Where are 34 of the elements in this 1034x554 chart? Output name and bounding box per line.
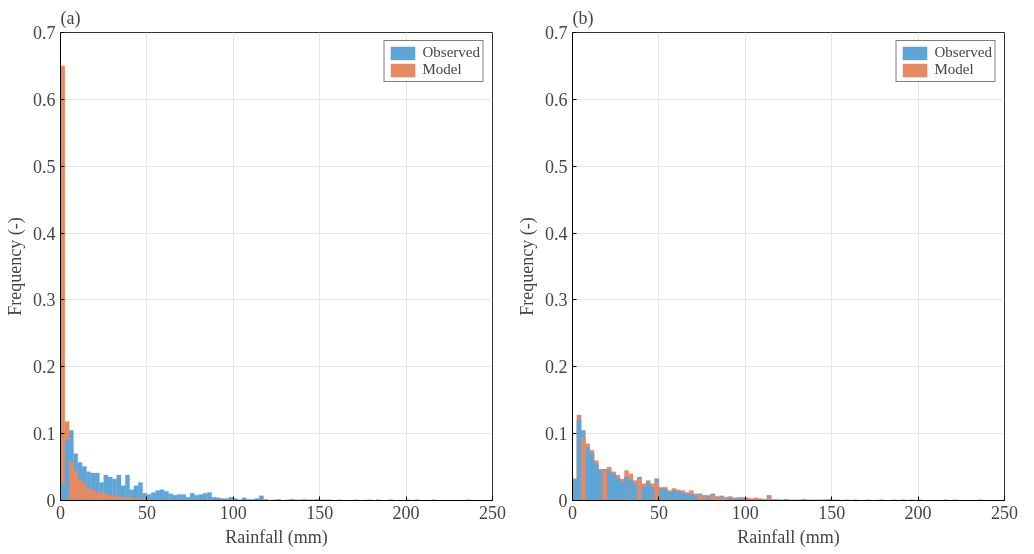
x-tick-label: 50 — [137, 502, 156, 523]
y-tick-label: 0.1 — [545, 424, 568, 445]
y-tick-label: 0.6 — [33, 89, 56, 110]
y-tick-label: 0.7 — [33, 23, 56, 43]
legend-label: Observed — [422, 44, 480, 61]
legend-label: Model — [422, 61, 462, 78]
x-axis-title: Rainfall (mm) — [737, 526, 840, 548]
y-tick-label: 0.2 — [545, 357, 568, 378]
y-tick-label: 0.6 — [545, 89, 568, 110]
x-tick-label: 200 — [392, 502, 420, 523]
y-tick-label: 0.7 — [545, 23, 568, 43]
y-tick-label: 0.1 — [33, 424, 56, 445]
x-tick-label: 150 — [306, 502, 334, 523]
y-tick-label: 0.5 — [33, 156, 56, 177]
x-tick-label: 250 — [479, 502, 506, 523]
x-tick-label: 200 — [904, 502, 932, 523]
y-tick-label: 0.3 — [33, 290, 56, 311]
x-tick-label: 100 — [219, 502, 247, 523]
y-axis-title: Frequency (-) — [5, 217, 26, 316]
chart-title: (a) — [60, 7, 81, 29]
x-tick-label: 150 — [818, 502, 846, 523]
y-axis-title: Frequency (-) — [517, 217, 538, 316]
x-tick-label: 50 — [649, 502, 668, 523]
legend-label: Observed — [934, 44, 992, 61]
y-tick-label: 0.4 — [545, 223, 568, 244]
x-axis-title: Rainfall (mm) — [225, 526, 328, 548]
x-tick-label: 100 — [731, 502, 759, 523]
x-tick-label: 250 — [991, 502, 1018, 523]
y-tick-label: 0.5 — [545, 156, 568, 177]
y-tick-label: 0.4 — [33, 223, 56, 244]
y-tick-label: 0.2 — [33, 357, 56, 378]
legend-label: Model — [934, 61, 974, 78]
chart-title: (b) — [572, 7, 594, 29]
y-tick-label: 0.3 — [545, 290, 568, 311]
